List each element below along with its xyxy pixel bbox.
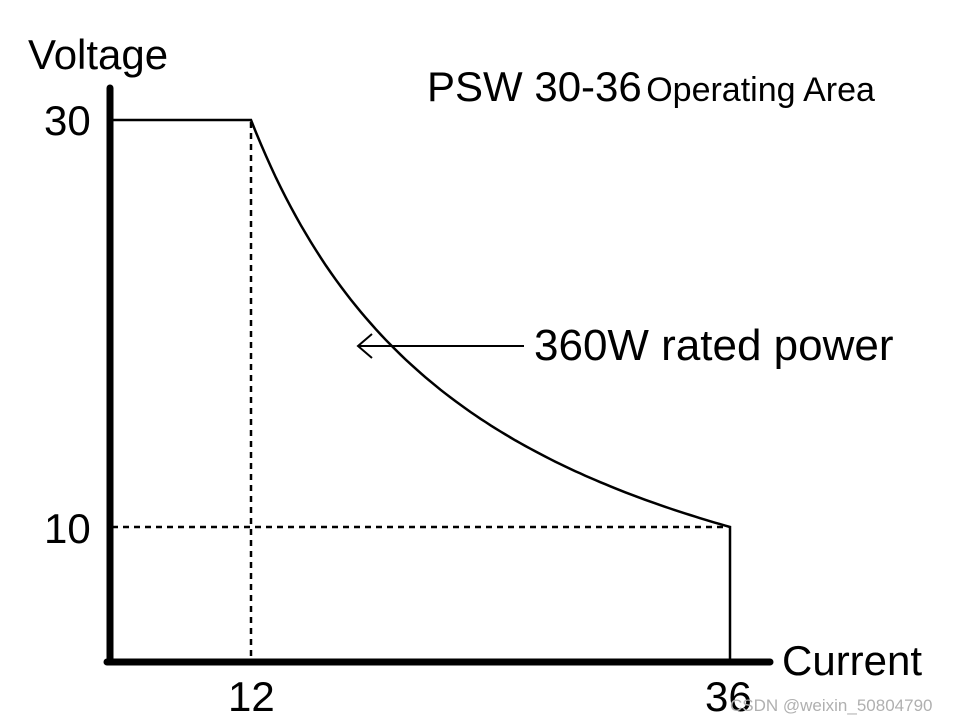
x-tick-12: 12: [228, 673, 275, 720]
chart-title: PSW 30-36 Operating Area: [427, 66, 875, 108]
chart-title-sub: Operating Area: [646, 71, 875, 109]
y-axis-label: Voltage: [28, 31, 169, 78]
x-axis-label: Current: [782, 637, 923, 684]
watermark: CSDN @weixin_50804790: [730, 696, 933, 715]
y-tick-10: 10: [44, 505, 91, 552]
x-tick-36: 36: [705, 673, 752, 720]
annotation-arrow-icon: [356, 333, 524, 359]
operating-boundary-line: [112, 118, 732, 660]
chart-title-main: PSW 30-36: [427, 63, 642, 110]
y-tick-30: 30: [44, 97, 91, 144]
annotation-label: 360W rated power: [534, 321, 894, 370]
